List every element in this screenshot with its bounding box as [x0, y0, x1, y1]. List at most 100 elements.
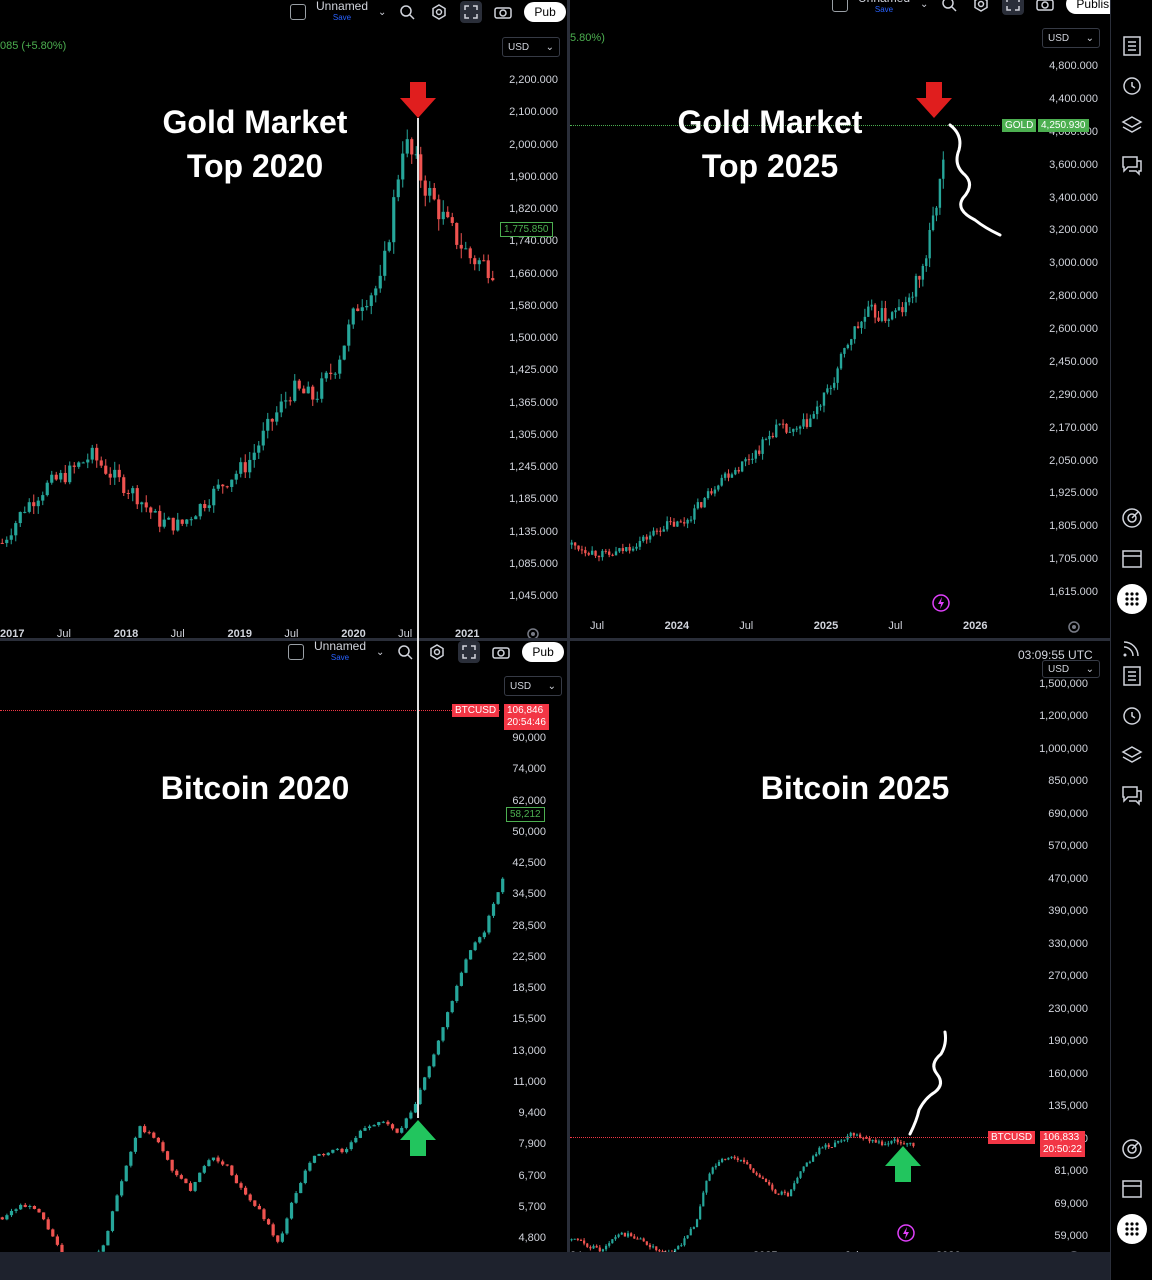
y-tick-label: 6,700: [518, 1169, 546, 1182]
chart-title: Bitcoin 2020: [160, 770, 350, 806]
candle-body: [203, 504, 207, 509]
candle-body: [592, 1245, 595, 1249]
candle-body: [921, 265, 925, 280]
candle-body: [942, 159, 945, 179]
candle-body: [846, 344, 850, 349]
candle-body: [887, 319, 890, 321]
candle-body: [365, 305, 369, 308]
candle-body: [665, 521, 669, 530]
alarm-clock-icon[interactable]: [1120, 73, 1144, 97]
layers-icon[interactable]: [1120, 113, 1144, 137]
candle-body: [611, 554, 614, 556]
candle-body: [580, 549, 584, 551]
search-icon[interactable]: [938, 0, 960, 15]
candle-body: [739, 1159, 743, 1161]
settings-icon[interactable]: [1067, 620, 1081, 634]
candle-body: [473, 942, 477, 951]
chat-icon[interactable]: [1120, 153, 1144, 177]
candle-body: [703, 498, 706, 508]
publish-button[interactable]: Pub: [524, 2, 566, 22]
candle-body: [257, 445, 261, 453]
apps-grid-icon[interactable]: [1117, 1214, 1147, 1244]
search-icon[interactable]: [394, 641, 416, 663]
y-tick-label: 2,170.000: [1049, 421, 1098, 434]
fullscreen-icon[interactable]: [458, 641, 481, 663]
candle-body: [455, 985, 459, 1002]
candle-body: [243, 462, 247, 473]
broadcast-icon[interactable]: [1120, 636, 1144, 660]
candle-body: [9, 535, 13, 540]
candle-body: [871, 1139, 874, 1142]
select-checkbox[interactable]: [290, 4, 306, 20]
alarm-clock-icon[interactable]: [1120, 703, 1144, 727]
candle-body: [754, 450, 757, 459]
lightning-icon[interactable]: [896, 1223, 916, 1243]
select-checkbox[interactable]: [288, 644, 304, 660]
chevron-down-icon[interactable]: ⌄: [376, 646, 385, 658]
candle-body: [360, 307, 364, 312]
target-icon[interactable]: [1120, 1137, 1144, 1161]
y-tick-label: 135,000: [1048, 1100, 1088, 1113]
utc-clock[interactable]: 03:09:55 UTC: [1018, 648, 1093, 662]
candle-body: [124, 1165, 128, 1182]
chevron-down-icon[interactable]: ⌄: [920, 0, 929, 10]
candle-body: [721, 1158, 724, 1162]
candle-body: [288, 400, 292, 402]
layers-icon[interactable]: [1120, 743, 1144, 767]
currency-select[interactable]: USD ⌄: [502, 37, 560, 57]
publish-button[interactable]: Publish: [1066, 0, 1110, 14]
gear-icon[interactable]: [970, 0, 992, 15]
gear-icon[interactable]: [426, 641, 448, 663]
save-link[interactable]: Save: [330, 653, 350, 662]
target-icon[interactable]: [1120, 506, 1144, 530]
candle-body: [877, 1141, 881, 1143]
candle-body: [808, 1161, 812, 1163]
x-tick-label: Jul: [398, 628, 413, 640]
candle-body: [252, 452, 256, 460]
symbol-tag: BTCUSD: [988, 1131, 1036, 1144]
y-tick-label: 1,615.000: [1049, 586, 1098, 598]
publish-button[interactable]: Pub: [522, 642, 564, 662]
chevron-down-icon[interactable]: ⌄: [378, 6, 387, 18]
select-checkbox[interactable]: [832, 0, 848, 12]
candle-body: [625, 547, 628, 552]
search-icon[interactable]: [396, 1, 418, 23]
candle-body: [925, 258, 928, 266]
watchlist-icon[interactable]: [1120, 34, 1144, 58]
camera-icon[interactable]: [1034, 0, 1056, 15]
candle-body: [198, 504, 202, 517]
y-tick-label: 2,600.000: [1049, 323, 1098, 335]
currency-select[interactable]: USD ⌄: [1042, 28, 1100, 48]
save-link[interactable]: Save: [874, 5, 894, 14]
save-link[interactable]: Save: [332, 13, 352, 22]
candle-body: [14, 1209, 18, 1211]
fullscreen-icon[interactable]: [460, 1, 483, 23]
countdown: 20:50:22: [1043, 1144, 1082, 1155]
gear-icon[interactable]: [428, 1, 450, 23]
watchlist-icon[interactable]: [1120, 664, 1144, 688]
chat-icon[interactable]: [1120, 783, 1144, 807]
candle-body: [833, 382, 836, 388]
candle-body: [496, 892, 500, 904]
currency-select[interactable]: USD ⌄: [504, 676, 562, 696]
currency-select[interactable]: USD ⌄: [1042, 660, 1100, 678]
y-tick-label: 50,000: [512, 825, 546, 838]
horizontal-divider[interactable]: [0, 638, 1110, 641]
symbol-tag: GOLD: [1002, 119, 1037, 132]
camera-icon[interactable]: [490, 641, 512, 663]
candle-body: [110, 1211, 115, 1231]
lightning-icon[interactable]: [931, 593, 951, 613]
camera-icon[interactable]: [492, 1, 514, 23]
apps-grid-icon[interactable]: [1117, 584, 1147, 614]
candle-body: [837, 1140, 840, 1143]
fullscreen-icon[interactable]: [1002, 0, 1025, 15]
candle-body: [351, 308, 355, 325]
candle-body: [244, 1187, 248, 1195]
calendar-icon[interactable]: [1120, 1176, 1144, 1200]
candle-body: [284, 400, 288, 402]
chevron-down-icon: ⌄: [545, 41, 554, 53]
calendar-icon[interactable]: [1120, 546, 1144, 570]
